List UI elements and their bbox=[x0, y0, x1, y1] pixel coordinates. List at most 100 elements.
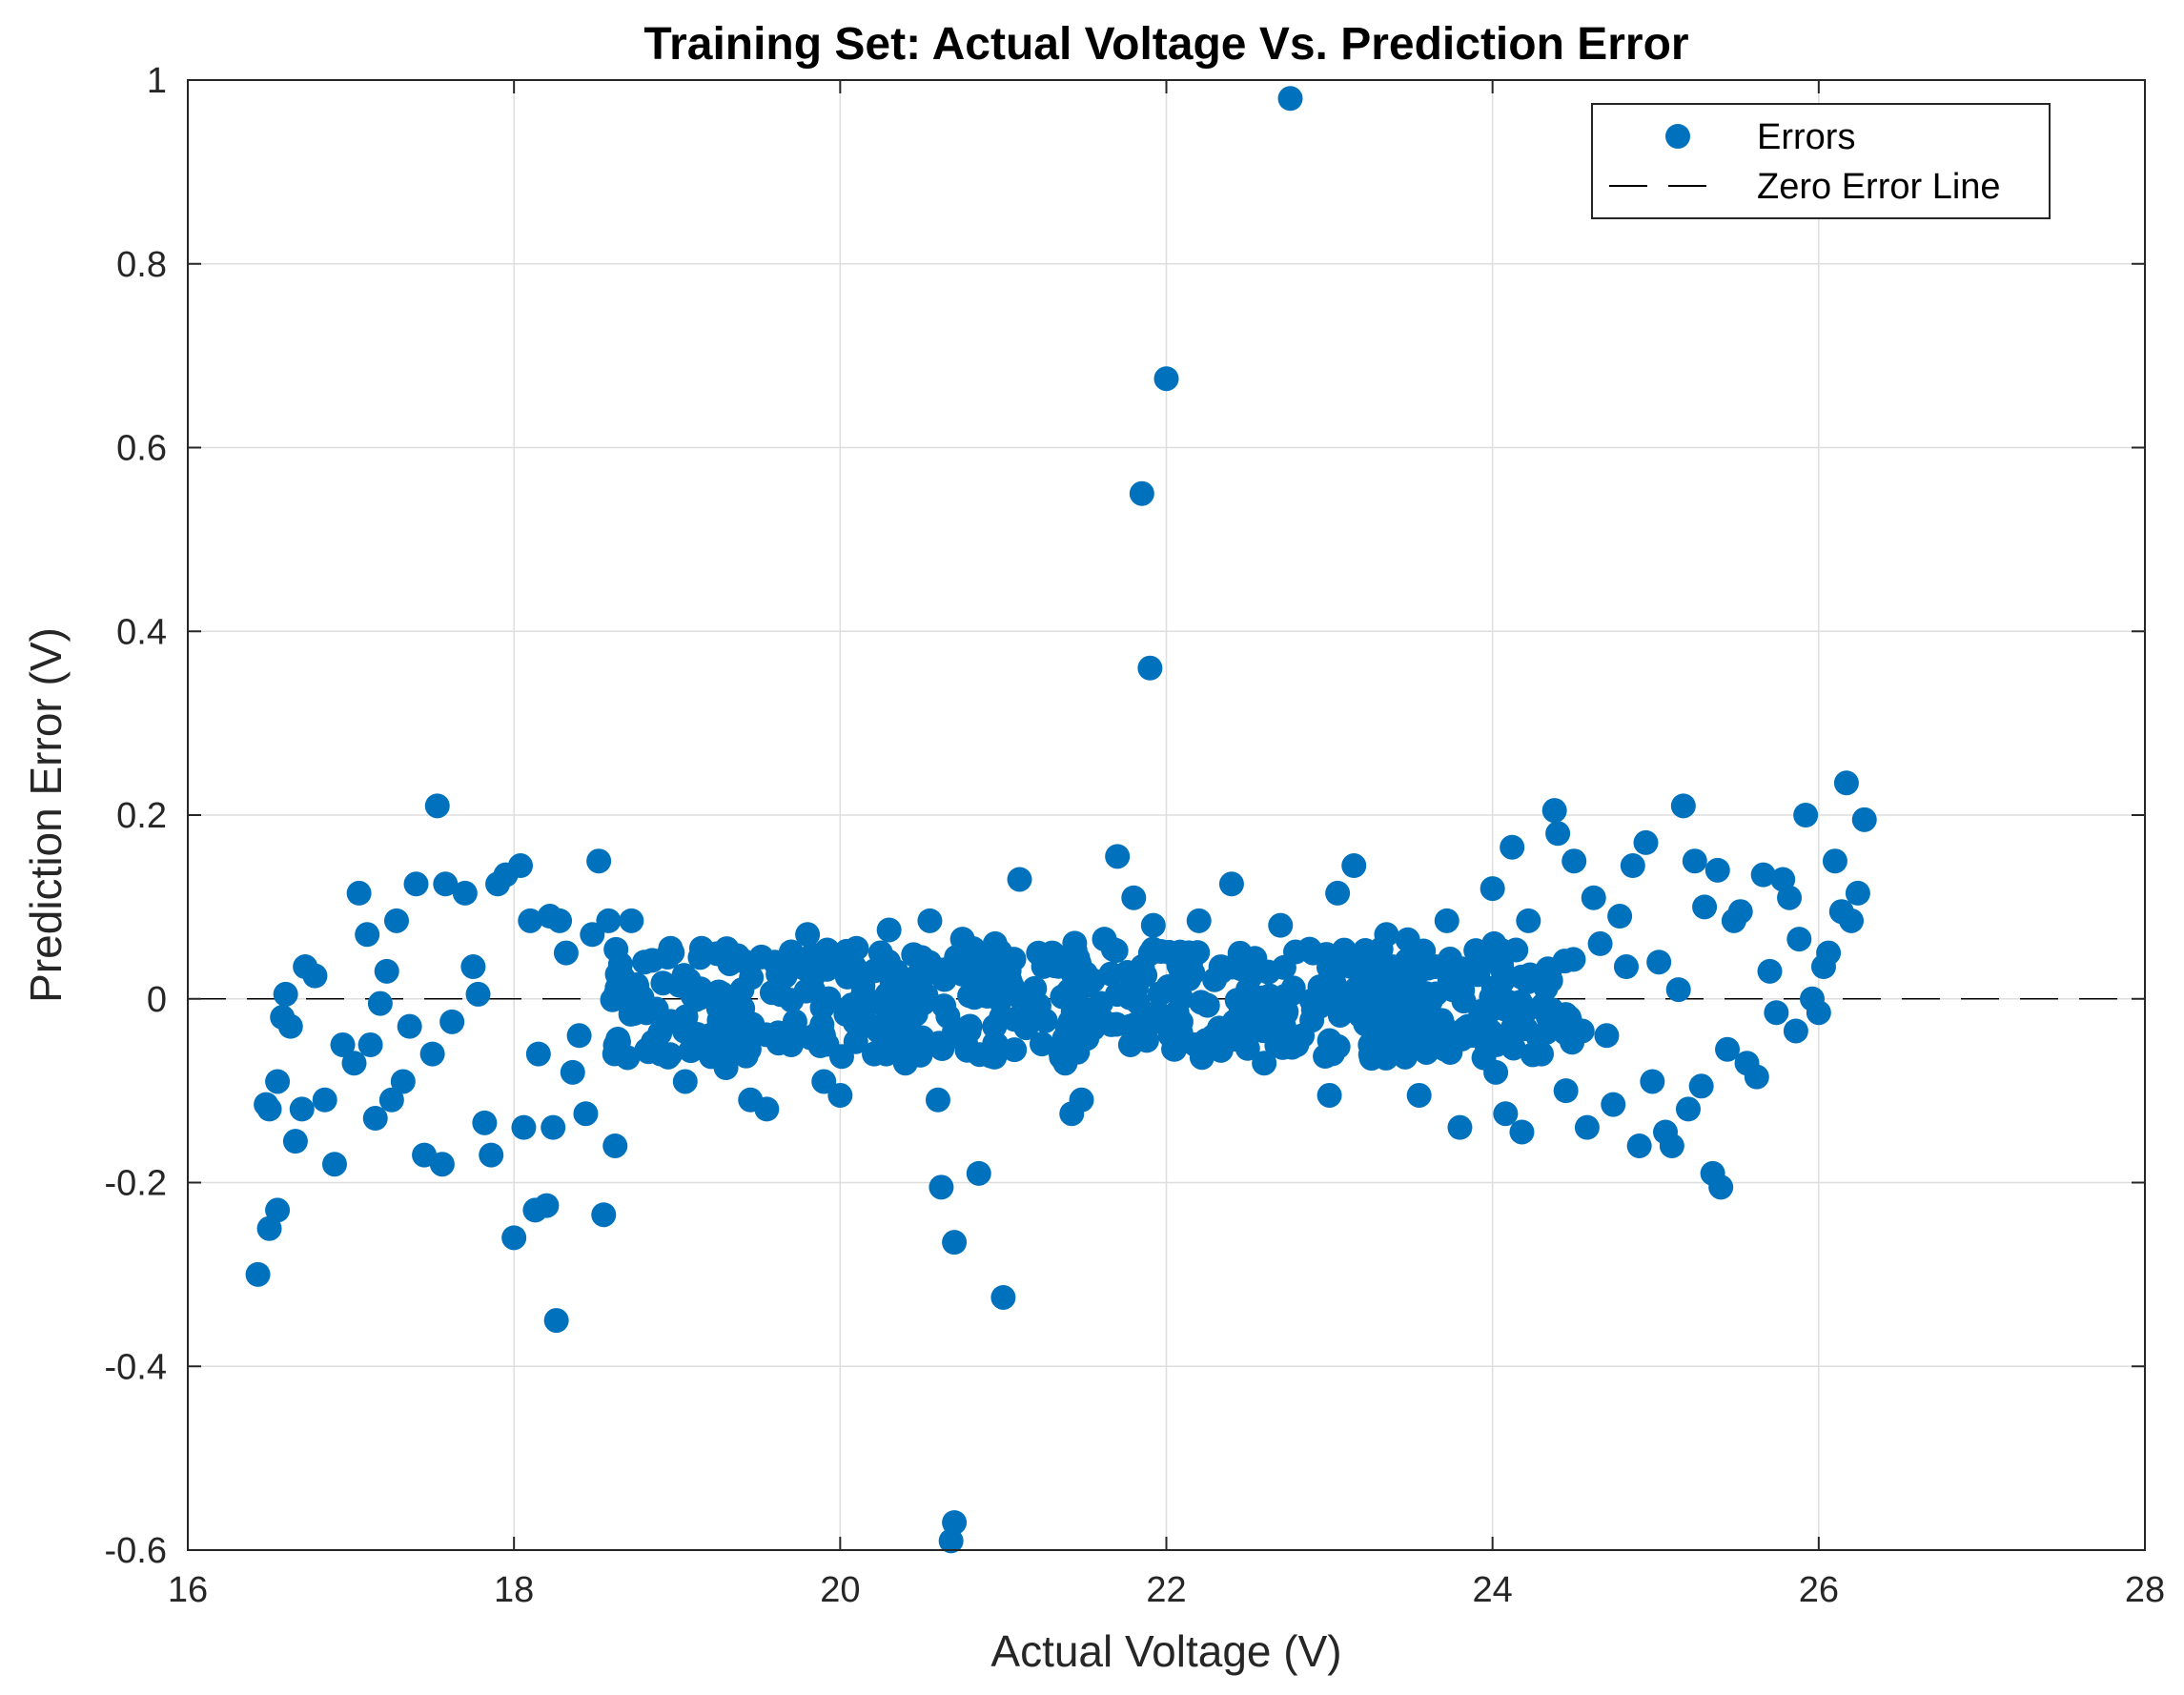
data-point-616 bbox=[1039, 940, 1065, 966]
data-point-556 bbox=[465, 981, 491, 1007]
data-point-170 bbox=[1002, 1037, 1028, 1063]
data-point-675 bbox=[1640, 1069, 1665, 1094]
data-point-530 bbox=[289, 1096, 315, 1122]
data-point-520 bbox=[245, 1261, 271, 1287]
data-point-491 bbox=[871, 952, 897, 978]
data-point-525 bbox=[265, 1069, 291, 1094]
data-point-658 bbox=[1528, 1041, 1554, 1067]
data-points bbox=[245, 86, 1877, 1554]
data-point-663 bbox=[1561, 848, 1587, 874]
data-point-629 bbox=[1162, 1036, 1188, 1062]
tick-labels: 16 18 20 22 24 26 28 -0.6 -0.4 -0.2 0 0.2 0.4 0.6 0.8 1 bbox=[105, 61, 2166, 1610]
data-point-456 bbox=[1067, 950, 1092, 976]
legend-errors-marker-icon bbox=[1665, 124, 1690, 149]
data-point-542 bbox=[374, 958, 399, 984]
y-tick-label-2: -0.2 bbox=[105, 1164, 167, 1204]
data-point-664 bbox=[1569, 1018, 1595, 1044]
data-point-577 bbox=[586, 848, 612, 874]
data-point-413 bbox=[1125, 990, 1151, 1015]
data-point-550 bbox=[424, 793, 450, 819]
data-point-700 bbox=[1793, 803, 1819, 827]
data-point-623 bbox=[1117, 1031, 1143, 1057]
data-point-358 bbox=[1503, 937, 1529, 963]
data-point-645 bbox=[1390, 1005, 1416, 1031]
data-point-385 bbox=[1337, 953, 1363, 979]
data-point-619 bbox=[1069, 1087, 1094, 1113]
data-point-468 bbox=[1393, 977, 1419, 1003]
x-tick-label-6: 28 bbox=[2125, 1570, 2165, 1610]
data-point-417 bbox=[615, 1045, 641, 1071]
data-point-667 bbox=[1587, 930, 1613, 956]
data-point-603 bbox=[908, 945, 934, 970]
data-point-687 bbox=[1708, 1174, 1734, 1200]
x-tick-label-5: 26 bbox=[1799, 1570, 1839, 1610]
x-tick-label-2: 20 bbox=[820, 1570, 860, 1610]
data-point-690 bbox=[1727, 899, 1753, 925]
data-point-515 bbox=[716, 1001, 742, 1027]
data-point-517 bbox=[1440, 977, 1466, 1003]
x-axis-label: Actual Voltage (V) bbox=[990, 1626, 1341, 1676]
data-point-518 bbox=[1332, 988, 1357, 1013]
data-point-673 bbox=[1626, 1133, 1652, 1158]
data-point-382 bbox=[1513, 1016, 1539, 1042]
data-point-576 bbox=[580, 922, 605, 948]
data-point-641 bbox=[1325, 880, 1351, 906]
x-tick-label-3: 22 bbox=[1146, 1570, 1186, 1610]
data-point-519 bbox=[1319, 1041, 1345, 1067]
data-point-624 bbox=[1121, 885, 1147, 910]
data-point-615 bbox=[1023, 995, 1049, 1021]
data-point-678 bbox=[1659, 1133, 1684, 1158]
data-point-561 bbox=[501, 1225, 527, 1251]
data-point-203 bbox=[931, 993, 957, 1019]
data-point-457 bbox=[828, 1044, 854, 1070]
data-point-501 bbox=[1140, 1005, 1166, 1031]
data-point-653 bbox=[1483, 1059, 1509, 1085]
data-point-686 bbox=[1704, 857, 1730, 883]
data-point-510 bbox=[753, 1022, 779, 1048]
data-point-649 bbox=[1447, 1114, 1473, 1140]
data-point-571 bbox=[547, 908, 573, 933]
data-point-425 bbox=[800, 964, 826, 990]
data-point-636 bbox=[1268, 912, 1294, 938]
data-point-499 bbox=[974, 978, 1000, 1004]
data-point-709 bbox=[1845, 880, 1870, 906]
data-point-596 bbox=[795, 922, 821, 948]
data-point-597 bbox=[811, 1069, 837, 1094]
data-point-105 bbox=[603, 936, 629, 962]
data-point-572 bbox=[553, 940, 579, 966]
data-point-683 bbox=[1688, 1073, 1714, 1099]
data-point-599 bbox=[844, 935, 869, 961]
data-point-670 bbox=[1607, 904, 1633, 929]
data-point-533 bbox=[312, 1087, 337, 1113]
data-point-702 bbox=[1806, 1000, 1831, 1026]
data-point-605 bbox=[925, 1087, 950, 1113]
y-tick-label-4: 0.2 bbox=[116, 796, 167, 836]
data-point-462 bbox=[1273, 983, 1298, 1009]
data-point-669 bbox=[1601, 1092, 1626, 1117]
data-point-512 bbox=[729, 977, 755, 1003]
data-point-527 bbox=[273, 981, 298, 1007]
data-point-609 bbox=[942, 1230, 968, 1256]
data-point-563 bbox=[511, 1114, 537, 1140]
data-point-589 bbox=[697, 1023, 723, 1049]
data-point-600 bbox=[860, 1013, 886, 1039]
data-point-353 bbox=[873, 1041, 899, 1067]
data-point-544 bbox=[383, 908, 409, 933]
data-point-443 bbox=[1208, 959, 1234, 985]
data-point-608 bbox=[942, 1510, 968, 1536]
data-point-668 bbox=[1594, 1023, 1620, 1049]
data-point-438 bbox=[895, 1031, 921, 1057]
data-point-598 bbox=[827, 1082, 853, 1108]
data-point-646 bbox=[1406, 1082, 1432, 1108]
data-point-710 bbox=[1851, 807, 1877, 832]
data-point-644 bbox=[1374, 922, 1399, 948]
data-point-604 bbox=[917, 908, 943, 933]
data-point-534 bbox=[321, 1152, 347, 1177]
data-point-594 bbox=[762, 950, 787, 975]
data-point-469 bbox=[810, 1022, 836, 1048]
data-point-562 bbox=[508, 853, 534, 879]
data-point-671 bbox=[1613, 954, 1639, 980]
data-point-484 bbox=[1114, 959, 1140, 985]
data-point-349 bbox=[1490, 969, 1516, 994]
data-point-586 bbox=[672, 1069, 698, 1094]
